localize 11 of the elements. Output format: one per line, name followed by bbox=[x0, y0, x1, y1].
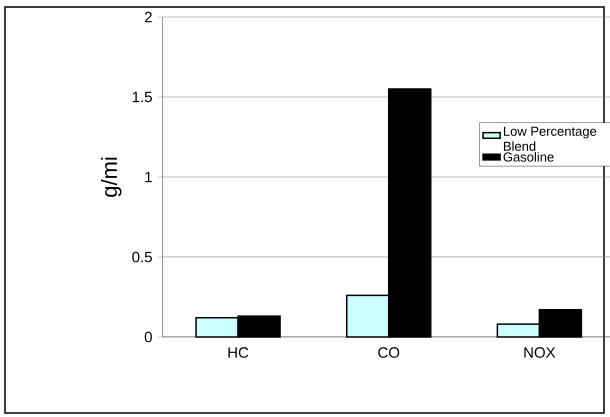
legend-label: Gasoline bbox=[504, 152, 554, 162]
y-tick-label: 0.5 bbox=[132, 252, 152, 262]
x-tick-label: NOX bbox=[524, 347, 556, 358]
y-tick-label: 2 bbox=[144, 12, 152, 22]
legend-label: Low Percentage Blend bbox=[504, 126, 596, 151]
y-axis-title: g/mi bbox=[100, 158, 122, 197]
y-tick-label: 1 bbox=[145, 172, 152, 182]
y-tick-label: 1.5 bbox=[132, 92, 152, 102]
y-tick-label: 0 bbox=[144, 332, 152, 342]
x-tick-label: HC bbox=[228, 347, 248, 358]
x-tick-label: CO bbox=[378, 347, 400, 358]
